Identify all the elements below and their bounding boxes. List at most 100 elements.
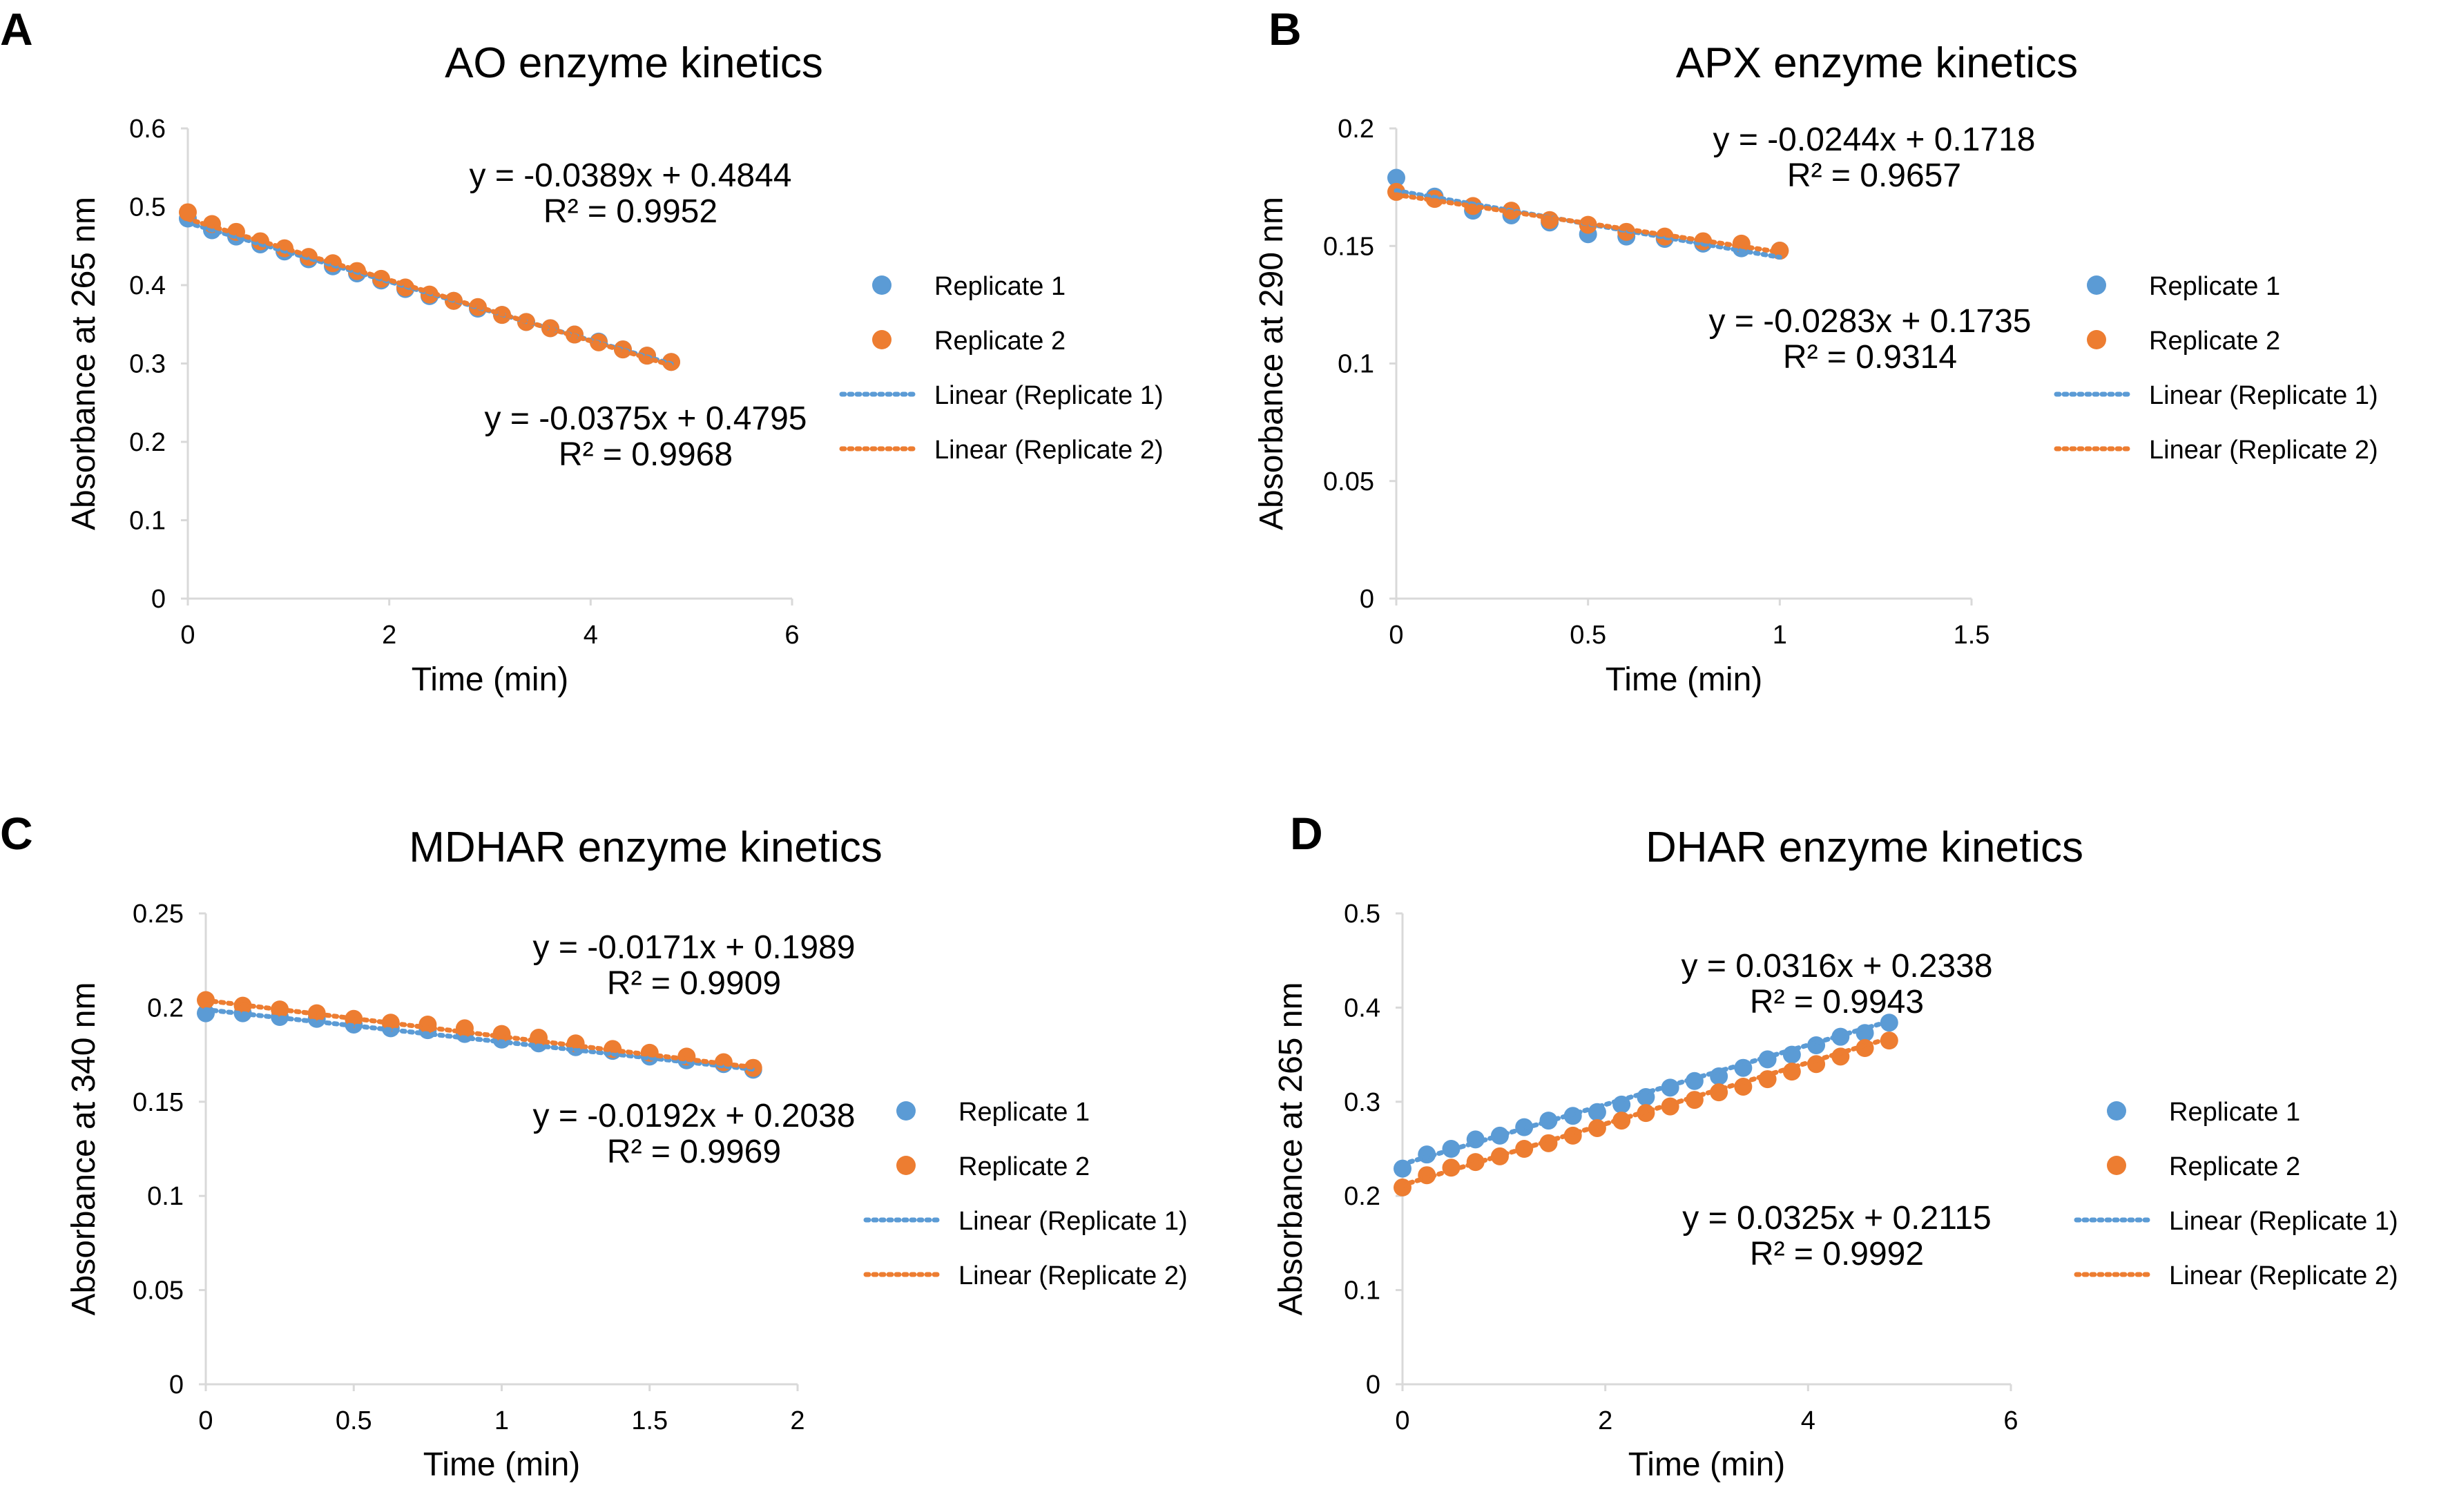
y-tick-label: 0.4 [1344, 994, 1380, 1022]
trendline-equation: y = -0.0192x + 0.2038 [532, 1098, 855, 1134]
chart-title: MDHAR enzyme kinetics [409, 824, 883, 871]
trendline-replicate-2 [203, 998, 756, 1070]
y-tick-label: 0.3 [1344, 1088, 1380, 1117]
data-point-replicate-1 [1880, 1014, 1898, 1032]
panel-d: D DHAR enzyme kinetics 0 0.1 0.2 0.3 0.4 0.5 0 2 4… [1273, 808, 2398, 1483]
x-tick-label: 2 [790, 1406, 804, 1435]
y-axis-label: Absorbance at 290 nm [1253, 197, 1290, 530]
panel-a: A AO enzyme kinetics 0 0.1 0.2 0.3 0.4 0.5 0.6 0 2… [0, 3, 1164, 698]
panel-letter: D [1290, 808, 1323, 859]
x-tick-label: 1.5 [1954, 621, 1990, 650]
legend-label: Replicate 2 [958, 1152, 1090, 1181]
y-tick-label: 0.2 [1338, 115, 1374, 144]
x-tick-label: 0 [198, 1406, 213, 1435]
legend-marker-replicate-1 [2087, 275, 2106, 295]
x-tick-label: 2 [1598, 1406, 1612, 1435]
x-tick-label: 4 [584, 621, 598, 650]
r-squared-value: R² = 0.9968 [559, 436, 733, 473]
y-axis-label: Absorbance at 265 nm [1273, 982, 1309, 1316]
x-tick-label: 0.5 [336, 1406, 372, 1435]
chart-title: APX enzyme kinetics [1676, 39, 2078, 87]
y-tick-label: 0.1 [147, 1182, 184, 1211]
legend-label: Replicate 1 [934, 272, 1066, 301]
legend-marker-replicate-1 [872, 275, 892, 295]
x-axis-label: Time (min) [1628, 1446, 1786, 1483]
legend-label: Linear (Replicate 2) [934, 436, 1164, 465]
legend-marker-replicate-2 [872, 330, 892, 349]
y-tick-label: 0.2 [1344, 1182, 1380, 1211]
y-tick-label: 0.2 [147, 994, 184, 1022]
y-tick-label: 0.05 [133, 1277, 184, 1306]
x-tick-label: 4 [1801, 1406, 1815, 1435]
legend-label: Linear (Replicate 1) [2149, 381, 2378, 410]
panel-c: C MDHAR enzyme kinetics 0 0.05 0.1 0.15 0.2 0.2… [0, 808, 1188, 1483]
x-axis-label: Time (min) [1606, 661, 1763, 698]
x-axis-label: Time (min) [423, 1446, 581, 1483]
y-tick-label: 0.3 [129, 350, 166, 379]
x-tick-label: 1.5 [631, 1406, 668, 1435]
trendline-replicate-2 [1394, 192, 1782, 255]
trendline-replicate-1 [1400, 1018, 1892, 1167]
r-squared-value: R² = 0.9657 [1787, 157, 1961, 194]
x-tick-label: 1 [494, 1406, 509, 1435]
legend-marker-replicate-1 [896, 1101, 916, 1121]
legend-label: Linear (Replicate 1) [934, 381, 1164, 410]
panel-letter: A [0, 3, 33, 55]
y-tick-label: 0.1 [1344, 1277, 1380, 1306]
legend-label: Replicate 2 [2149, 327, 2280, 356]
r-squared-value: R² = 0.9909 [607, 965, 781, 1002]
y-tick-label: 0.2 [129, 428, 166, 457]
legend-label: Linear (Replicate 1) [2169, 1207, 2398, 1236]
legend-label: Linear (Replicate 2) [958, 1261, 1188, 1290]
r-squared-value: R² = 0.9952 [543, 193, 717, 230]
legend-label: Linear (Replicate 2) [2169, 1261, 2398, 1290]
y-tick-label: 0 [169, 1370, 184, 1399]
legend-label: Linear (Replicate 1) [958, 1207, 1188, 1236]
data-point-replicate-2 [179, 203, 197, 222]
x-tick-label: 2 [382, 621, 396, 650]
y-tick-label: 0.4 [129, 271, 166, 300]
panel-letter: B [1269, 3, 1302, 55]
x-tick-label: 0 [180, 621, 195, 650]
trendline-equation: y = -0.0389x + 0.4844 [469, 157, 791, 194]
data-point-replicate-2 [1880, 1031, 1898, 1050]
panel-b: B APX enzyme kinetics 0 0.05 0.1 0.15 0.2 0 0.5 1… [1253, 3, 2378, 698]
data-point-replicate-2 [418, 1015, 437, 1034]
chart-title: AO enzyme kinetics [445, 39, 823, 87]
y-tick-label: 0.25 [133, 900, 184, 929]
legend-marker-replicate-2 [2087, 330, 2106, 349]
y-axis-label: Absorbance at 340 nm [66, 982, 102, 1316]
trendline-equation: y = 0.0325x + 0.2115 [1682, 1200, 1991, 1237]
trendline-replicate-2 [1400, 1036, 1892, 1188]
data-point-replicate-1 [1387, 168, 1405, 187]
r-squared-value: R² = 0.9943 [1750, 984, 1924, 1020]
x-tick-label: 0 [1389, 621, 1403, 650]
x-axis-label: Time (min) [412, 661, 569, 698]
chart-title: DHAR enzyme kinetics [1646, 824, 2083, 871]
legend-label: Replicate 2 [934, 327, 1066, 356]
r-squared-value: R² = 0.9992 [1750, 1236, 1924, 1272]
legend-marker-replicate-2 [896, 1156, 916, 1175]
y-tick-label: 0 [151, 585, 166, 614]
trendline-replicate-1 [203, 1007, 756, 1072]
y-tick-label: 0 [1366, 1370, 1380, 1399]
y-tick-label: 0.05 [1323, 467, 1374, 496]
r-squared-value: R² = 0.9314 [1783, 339, 1957, 376]
x-tick-label: 6 [2003, 1406, 2018, 1435]
trendline-equation: y = 0.0316x + 0.2338 [1681, 948, 1992, 985]
y-tick-label: 0.5 [129, 193, 166, 222]
y-tick-label: 0.15 [1323, 232, 1374, 261]
x-tick-label: 0 [1395, 1406, 1409, 1435]
trendline-equation: y = -0.0171x + 0.1989 [532, 929, 855, 966]
y-tick-label: 0.6 [129, 115, 166, 144]
trendline-equation: y = -0.0244x + 0.1718 [1713, 122, 2035, 158]
trendline-equation: y = -0.0375x + 0.4795 [484, 400, 807, 437]
x-tick-label: 1 [1773, 621, 1787, 650]
panel-letter: C [0, 808, 33, 859]
y-tick-label: 0 [1360, 585, 1374, 614]
legend-label: Linear (Replicate 2) [2149, 436, 2378, 465]
y-tick-label: 0.15 [133, 1088, 184, 1117]
y-tick-label: 0.5 [1344, 900, 1380, 929]
x-tick-label: 6 [784, 621, 799, 650]
x-tick-label: 0.5 [1570, 621, 1606, 650]
